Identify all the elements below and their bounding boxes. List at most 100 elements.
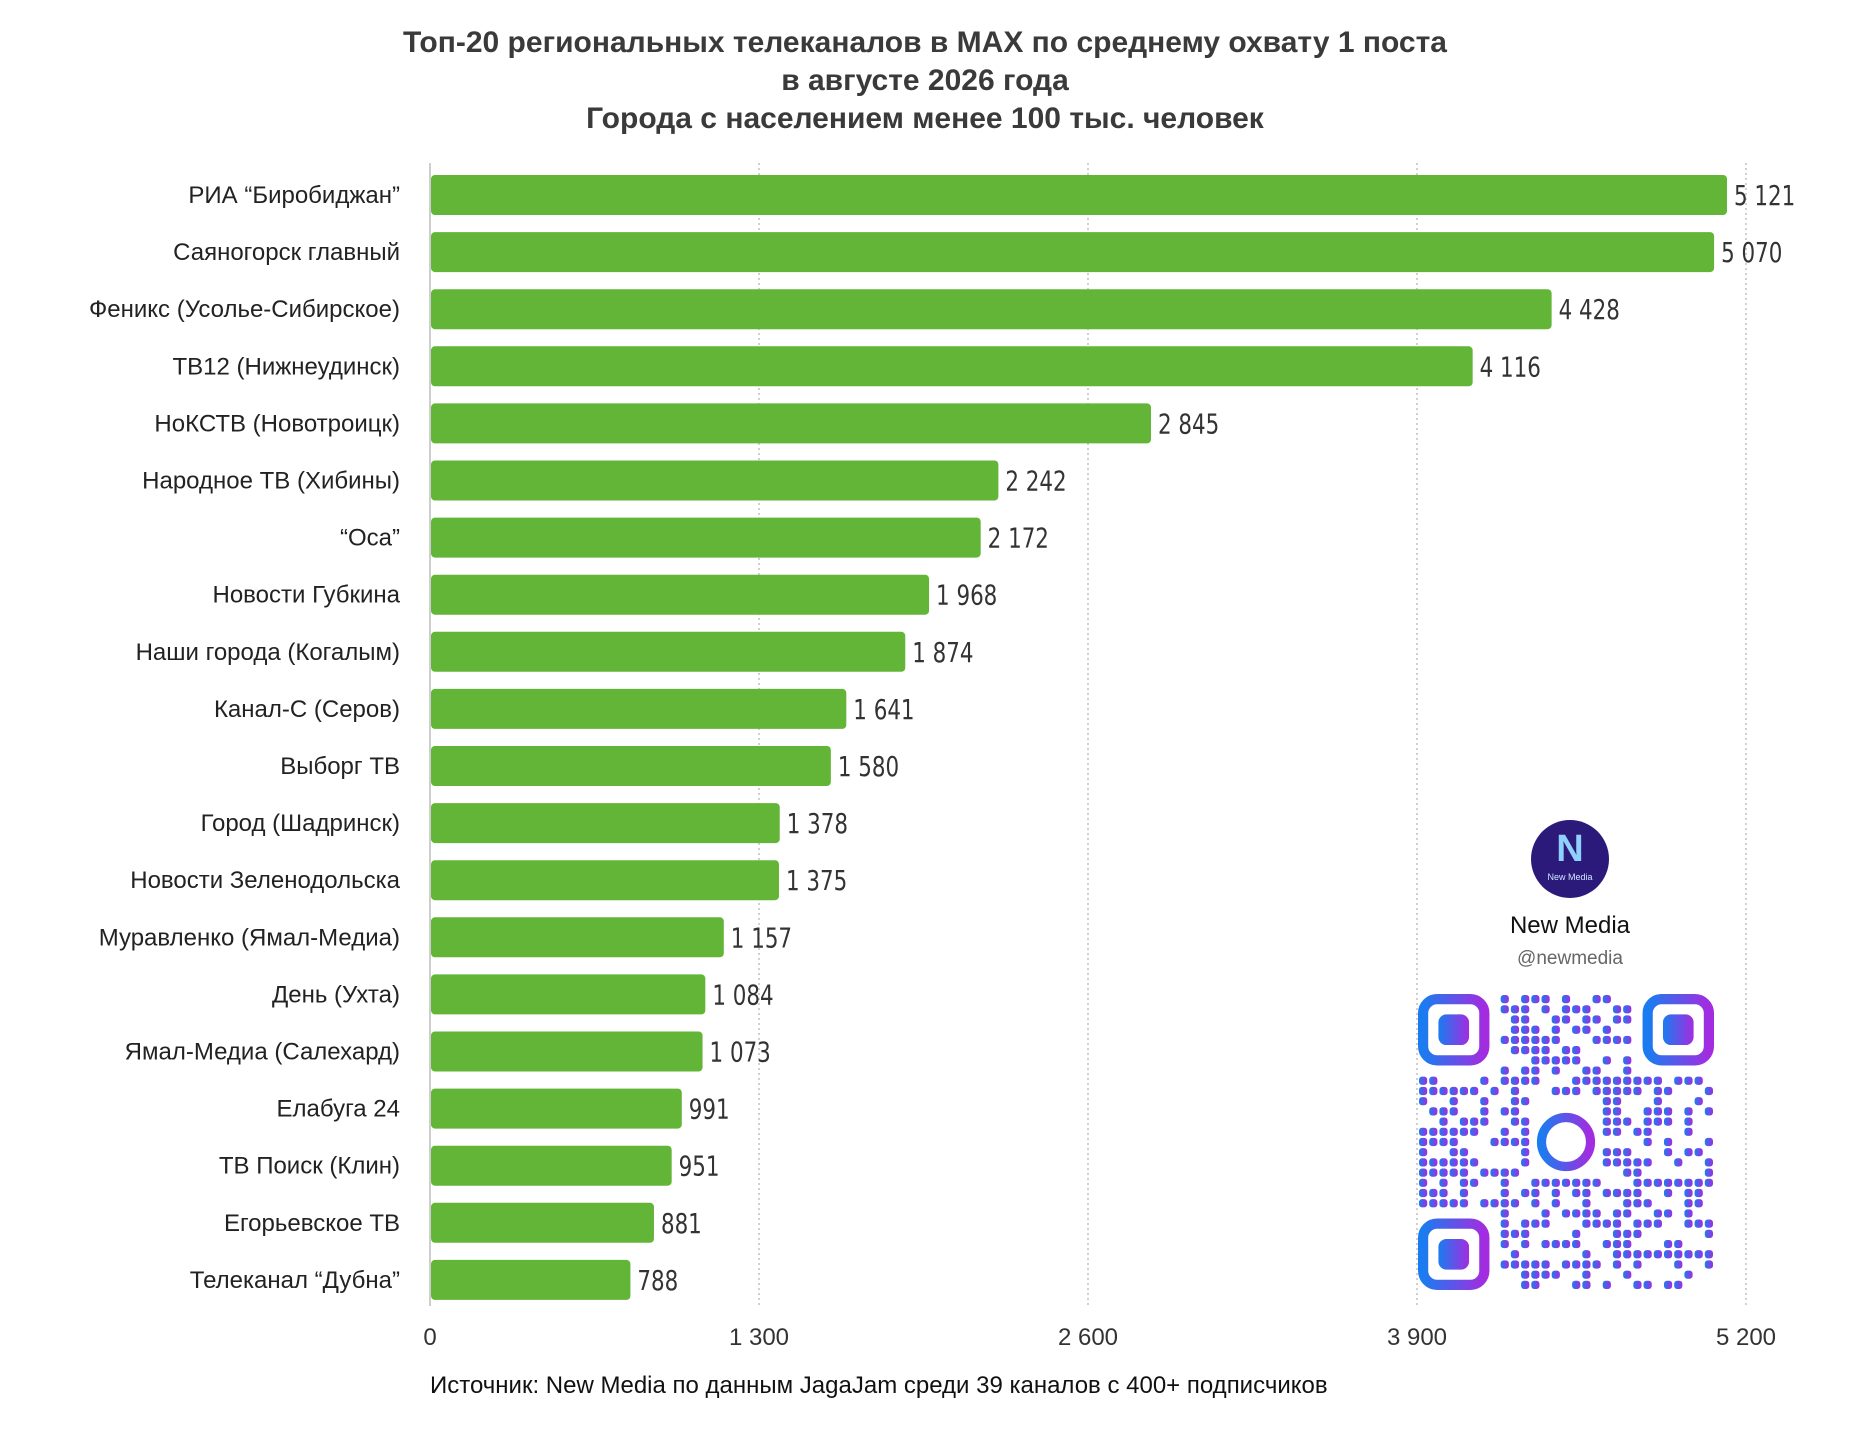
qr-module (1602, 1158, 1611, 1167)
qr-module (1500, 1076, 1509, 1085)
title-line-1: Топ-20 региональных телеканалов в MAX по… (402, 26, 1447, 59)
qr-module (1459, 1199, 1469, 1208)
qr-finder-ring (1642, 994, 1714, 1066)
qr-module (1633, 1199, 1642, 1208)
qr-module (1480, 1168, 1489, 1177)
title-line-3: Города с населением менее 100 тыс. челов… (586, 102, 1264, 135)
qr-module (1704, 1229, 1713, 1238)
qr-module (1439, 1168, 1448, 1177)
category-label: День (Ухта) (272, 981, 400, 1008)
qr-module (1541, 1178, 1550, 1187)
qr-module (1663, 1148, 1673, 1157)
qr-module (1500, 1209, 1509, 1218)
qr-module (1459, 1127, 1469, 1136)
qr-module (1633, 1260, 1642, 1269)
qr-code-icon[interactable] (1418, 994, 1714, 1290)
qr-module (1449, 1199, 1458, 1208)
qr-module (1704, 1178, 1713, 1187)
qr-module (1612, 1086, 1622, 1096)
qr-module (1419, 1148, 1428, 1157)
qr-module (1521, 1229, 1530, 1238)
qr-module (1510, 1086, 1520, 1096)
value-label: 1 084 (712, 980, 773, 1012)
qr-module (1602, 995, 1611, 1004)
qr-module (1592, 995, 1601, 1004)
x-tick-label: 0 (423, 1324, 436, 1351)
qr-module (1674, 1280, 1683, 1289)
qr-module (1633, 1219, 1642, 1228)
qr-module (1612, 1188, 1622, 1198)
value-label: 991 (689, 1094, 730, 1126)
qr-module (1663, 1280, 1673, 1289)
qr-module (1561, 1005, 1571, 1014)
qr-module (1510, 1005, 1520, 1014)
qr-module (1449, 1148, 1458, 1157)
qr-module (1531, 1199, 1540, 1208)
qr-module (1592, 1035, 1601, 1045)
qr-module (1633, 1229, 1642, 1238)
qr-module (1592, 1260, 1601, 1269)
qr-module (1694, 1219, 1703, 1228)
qr-module (1419, 1097, 1428, 1106)
qr-module (1572, 1260, 1581, 1269)
qr-module (1541, 1035, 1550, 1045)
qr-module (1480, 1199, 1489, 1208)
qr-module (1623, 1188, 1632, 1198)
qr-module (1674, 1178, 1683, 1187)
qr-module (1582, 1076, 1591, 1085)
qr-module (1663, 1209, 1673, 1218)
qr-module (1459, 1148, 1469, 1157)
qr-module (1510, 1097, 1520, 1106)
qr-module (1541, 1005, 1550, 1014)
bar (431, 860, 779, 901)
qr-module (1551, 1188, 1560, 1198)
qr-module (1674, 1250, 1683, 1259)
qr-module (1419, 1168, 1428, 1177)
qr-module (1643, 1137, 1652, 1147)
category-label: Ямал-Медиа (Салехард) (125, 1039, 400, 1066)
category-label: Канал-С (Серов) (214, 696, 400, 723)
qr-module (1419, 1137, 1428, 1147)
qr-module (1500, 1219, 1509, 1228)
qr-module (1459, 1168, 1469, 1177)
qr-module (1572, 1076, 1581, 1085)
qr-module (1623, 1209, 1632, 1218)
value-label: 5 070 (1721, 237, 1782, 269)
value-label: 2 242 (1005, 466, 1066, 498)
qr-module (1612, 1239, 1622, 1249)
qr-module (1643, 1280, 1652, 1289)
value-label: 1 157 (731, 923, 792, 955)
qr-module (1643, 1178, 1652, 1187)
qr-module (1602, 1025, 1611, 1034)
qr-module (1694, 1097, 1703, 1106)
qr-module (1572, 1239, 1581, 1249)
qr-module (1612, 1097, 1622, 1106)
qr-module (1674, 1076, 1683, 1085)
qr-module (1419, 1199, 1428, 1208)
qr-module (1510, 1137, 1520, 1147)
qr-module (1582, 1270, 1591, 1279)
qr-module (1592, 1209, 1601, 1218)
qr-module (1429, 1137, 1438, 1147)
qr-module (1633, 1076, 1642, 1085)
qr-module (1663, 1250, 1673, 1259)
qr-module (1612, 1076, 1622, 1085)
value-label: 788 (637, 1265, 678, 1297)
x-tick-label: 2 600 (1058, 1324, 1118, 1351)
qr-module (1500, 1239, 1509, 1249)
category-label: Выборг ТВ (280, 753, 400, 780)
qr-module (1429, 1127, 1438, 1136)
qr-module (1612, 1148, 1622, 1157)
qr-module (1602, 1117, 1611, 1126)
qr-finder-ring (1418, 1218, 1490, 1290)
qr-module (1633, 1250, 1642, 1259)
qr-module (1643, 1219, 1652, 1228)
qr-module (1551, 1178, 1560, 1187)
qr-module (1439, 1178, 1448, 1187)
qr-module (1439, 1199, 1448, 1208)
qr-module (1449, 1158, 1458, 1167)
value-label: 1 375 (786, 865, 847, 897)
qr-module (1500, 1260, 1509, 1269)
qr-module (1643, 1107, 1652, 1116)
